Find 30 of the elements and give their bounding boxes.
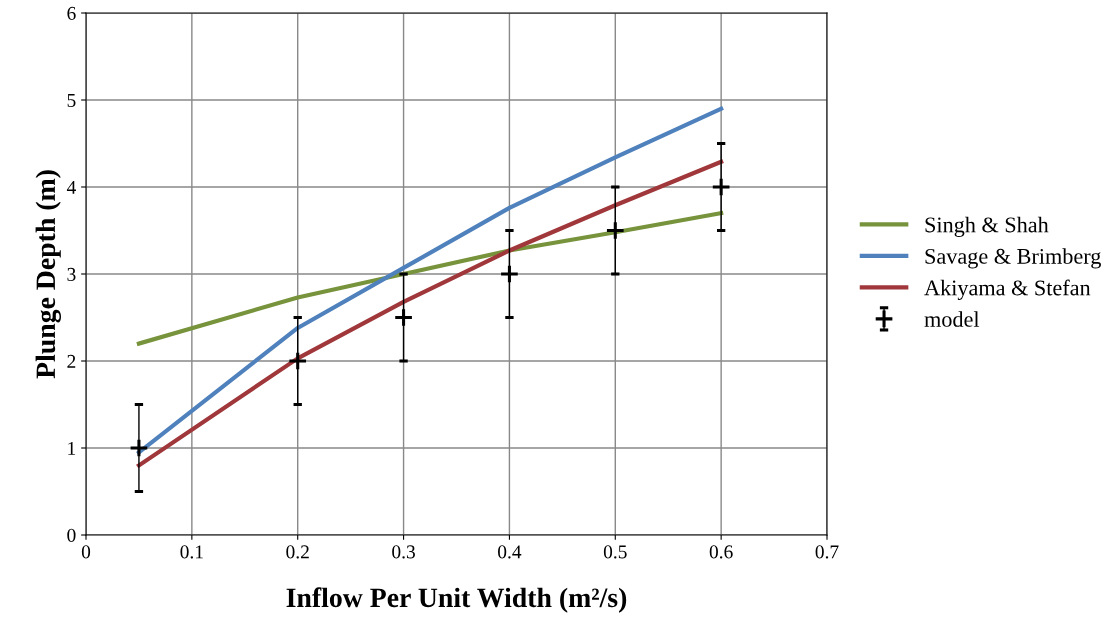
point (605, 220, 626, 241)
legend-label: Akiyama & Stefan (924, 279, 1091, 300)
point (287, 351, 308, 371)
legend-label: model (924, 311, 980, 327)
point (499, 264, 520, 284)
y-tick-label: 1 (68, 441, 76, 455)
y-tick-label: 4 (66, 180, 76, 194)
x-tick-label: 0.2 (286, 545, 309, 559)
point (711, 177, 732, 197)
legend-label: Singh & Shah (925, 216, 1049, 237)
y-tick-label: 5 (67, 94, 76, 107)
y-tick-label: 6 (67, 6, 76, 20)
x-tick-label: 0 (81, 545, 91, 559)
line-series (136, 159, 724, 468)
x-tick-label: 0.4 (498, 545, 522, 559)
x-tick-label: 0.1 (180, 545, 203, 559)
y-tick-label: 0 (67, 528, 76, 542)
line-series (136, 211, 724, 346)
point (393, 307, 414, 328)
x-tick-label: 0.6 (709, 545, 733, 559)
x-tick-label: 0.3 (392, 545, 415, 559)
x-tick-label: 0.7 (815, 545, 839, 559)
legend-label: Savage & Brimberg (925, 248, 1101, 269)
line-series (136, 106, 724, 455)
y-axis-title: Plunge Depth (m) (35, 170, 61, 379)
y-tick-label: 2 (67, 354, 76, 368)
point (129, 438, 149, 458)
y-tick-label: 3 (67, 267, 76, 281)
x-axis-title: Inflow Per Unit Width (m²/s) (286, 587, 627, 613)
x-tick-label: 0.5 (603, 545, 627, 559)
